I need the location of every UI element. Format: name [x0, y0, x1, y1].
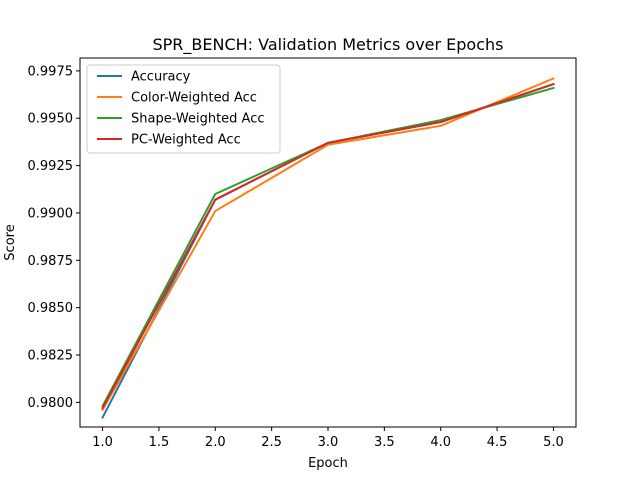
legend-label-2: Color-Weighted Acc: [131, 91, 257, 106]
y-tick-label: 0.9800: [28, 396, 74, 411]
x-tick-label: 4.5: [487, 435, 508, 450]
legend: Accuracy Color-Weighted Acc Shape-Weighted…: [86, 64, 281, 154]
x-tick-label: 1.5: [149, 435, 170, 450]
legend-box: [86, 64, 281, 154]
x-axis: 1.0 1.5 2.0 2.5 3.0 3.5 4.0 4.5 5.0: [92, 427, 564, 450]
legend-label-3: Shape-Weighted Acc: [131, 112, 265, 127]
y-tick-label: 0.9975: [28, 64, 74, 79]
y-axis: 0.9800 0.9825 0.9850 0.9875 0.9900 0.9925 0.99…: [28, 64, 80, 411]
x-tick-label: 1.0: [92, 435, 113, 450]
x-tick-label: 2.5: [261, 435, 282, 450]
x-tick-label: 3.5: [374, 435, 395, 450]
y-tick-label: 0.9925: [28, 159, 74, 174]
y-tick-label: 0.9850: [28, 301, 74, 316]
chart-title: SPR_BENCH: Validation Metrics over Epoch…: [152, 35, 503, 55]
legend-label-4: PC-Weighted Acc: [131, 133, 241, 148]
x-tick-label: 2.0: [205, 435, 226, 450]
y-tick-label: 0.9825: [28, 349, 74, 364]
y-tick-label: 0.9875: [28, 254, 74, 269]
y-axis-label: Score: [3, 224, 18, 260]
y-tick-label: 0.9900: [28, 206, 74, 221]
series-line-4: [101, 82, 555, 410]
x-tick-label: 5.0: [543, 435, 564, 450]
plot-lines: [101, 77, 555, 419]
x-tick-label: 4.0: [430, 435, 451, 450]
y-tick-label: 0.9950: [28, 112, 74, 127]
x-tick-label: 3.0: [318, 435, 339, 450]
x-axis-label: Epoch: [308, 456, 348, 471]
legend-label-1: Accuracy: [131, 70, 191, 85]
